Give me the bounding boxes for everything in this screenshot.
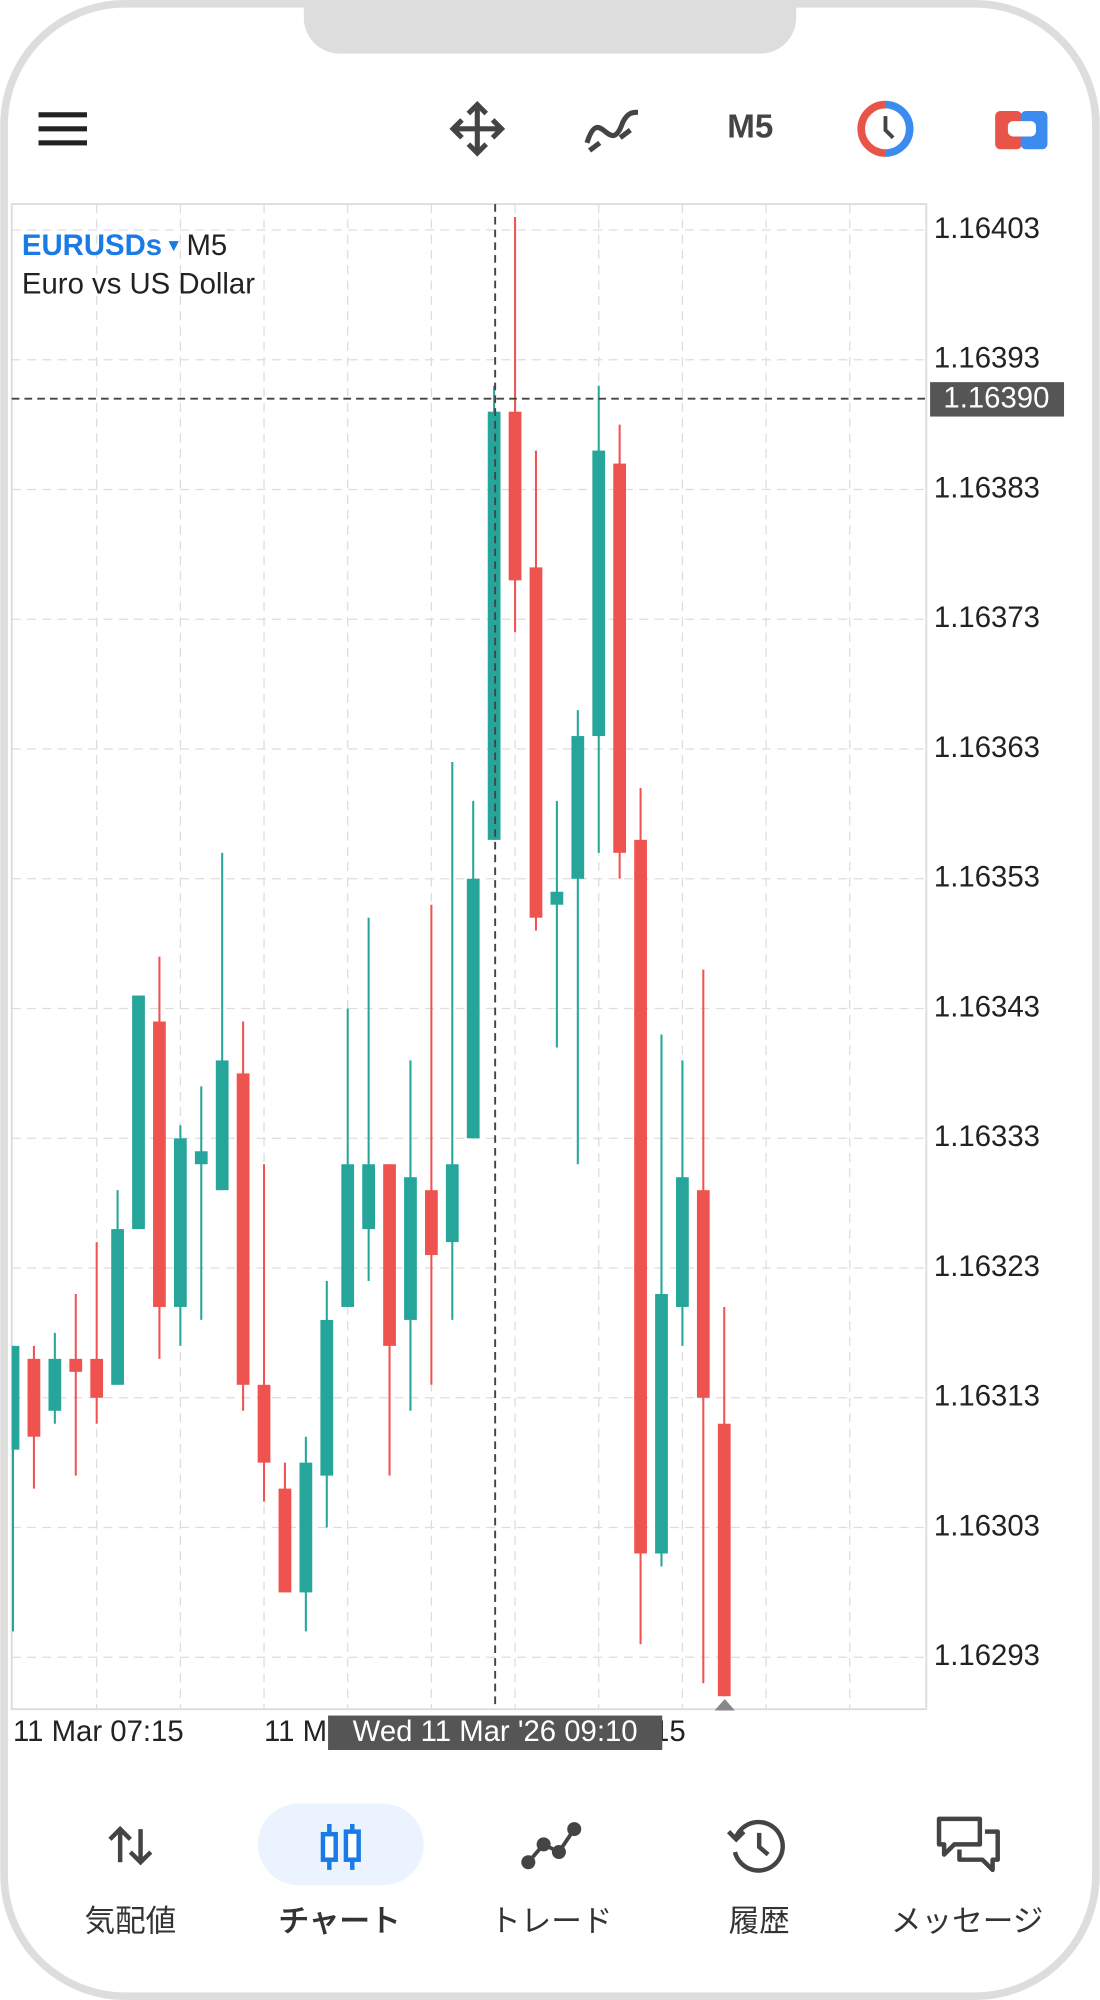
symbol[interactable]: EURUSDs: [22, 229, 162, 262]
y-tick-label: 1.16393: [934, 342, 1040, 375]
chart-timeframe: M5: [186, 229, 227, 262]
crosshair-time-box: [328, 1715, 663, 1750]
y-tick-label: 1.16363: [934, 731, 1040, 764]
symbol-dropdown[interactable]: [168, 241, 179, 252]
symbol-description: Euro vs US Dollar: [22, 267, 255, 300]
candle-body: [27, 1358, 41, 1437]
candle-body: [111, 1229, 124, 1385]
y-tick-label: 1.16293: [934, 1639, 1040, 1672]
candle-body: [320, 1319, 334, 1476]
candle-body: [717, 1423, 731, 1697]
candle-body: [634, 839, 647, 1554]
candle-body: [550, 891, 564, 905]
candle-body: [173, 1138, 187, 1307]
candle-body: [445, 1164, 459, 1243]
candle-body: [529, 567, 543, 918]
candle-body: [508, 411, 522, 581]
clock-button[interactable]: [857, 100, 914, 157]
plot-frame: [10, 203, 928, 1711]
candle-body: [466, 878, 480, 1139]
candle-body: [278, 1488, 292, 1593]
messages-icon[interactable]: [936, 1816, 1000, 1873]
timeframe-button[interactable]: M5: [727, 109, 773, 146]
crosshair-price: 1.16390: [943, 382, 1049, 415]
candle-body: [236, 1073, 250, 1385]
trade-toggle-button[interactable]: [995, 110, 1048, 150]
candle-body: [194, 1151, 208, 1165]
candle-body: [215, 1060, 229, 1191]
candle-body: [655, 1293, 668, 1554]
candle-body: [153, 1021, 166, 1307]
nav-label[interactable]: トレード: [490, 1905, 612, 1939]
y-tick-label: 1.16333: [934, 1120, 1040, 1153]
y-tick-label: 1.16303: [934, 1509, 1040, 1542]
candle-body: [69, 1358, 83, 1372]
y-tick-label: 1.16353: [934, 861, 1040, 894]
crosshair-time: Wed 11 Mar '26 09:10: [353, 1715, 638, 1748]
x-tick-label: 11 Mar 07:15: [13, 1715, 184, 1748]
y-tick-label: 1.16373: [934, 601, 1040, 634]
candle-body: [11, 1345, 20, 1450]
last-bar-marker: [714, 1698, 735, 1711]
candle-body: [383, 1164, 396, 1346]
candle-body: [90, 1358, 104, 1398]
candle-body: [425, 1190, 438, 1256]
y-tick-label: 1.16383: [934, 471, 1040, 504]
quotes-icon[interactable]: [108, 1825, 153, 1866]
candle-body: [48, 1358, 62, 1411]
nav-active-pill: [257, 1803, 424, 1886]
nav-label[interactable]: 気配値: [84, 1905, 176, 1939]
y-tick-label: 1.16313: [934, 1380, 1040, 1413]
nav-label[interactable]: メッセージ: [891, 1905, 1043, 1939]
candle-body: [362, 1164, 375, 1230]
candle-body: [613, 463, 627, 853]
history-icon[interactable]: [726, 1819, 785, 1873]
y-tick-label: 1.16343: [934, 990, 1040, 1023]
nav-label[interactable]: チャート: [278, 1905, 400, 1939]
candle-body: [696, 1190, 710, 1398]
move-button[interactable]: [449, 100, 506, 157]
candle-body: [404, 1177, 417, 1320]
candle-body: [592, 450, 606, 737]
candle-body: [341, 1164, 355, 1307]
trade-icon[interactable]: [521, 1822, 582, 1870]
indicators-button[interactable]: [584, 109, 639, 153]
notch: [303, 0, 797, 54]
y-tick-label: 1.16403: [934, 212, 1040, 245]
candle-body: [132, 995, 145, 1230]
candle-body: [257, 1384, 271, 1463]
nav-label[interactable]: 履歴: [729, 1905, 790, 1939]
chart-icon[interactable]: [320, 1823, 361, 1870]
crosshair-price-box: [930, 382, 1065, 417]
candle-body: [299, 1462, 313, 1593]
y-tick-label: 1.16323: [934, 1250, 1040, 1283]
candle-body: [487, 411, 501, 840]
menu-button[interactable]: [38, 112, 87, 146]
candle-body: [676, 1177, 689, 1307]
candle-body: [571, 736, 585, 879]
